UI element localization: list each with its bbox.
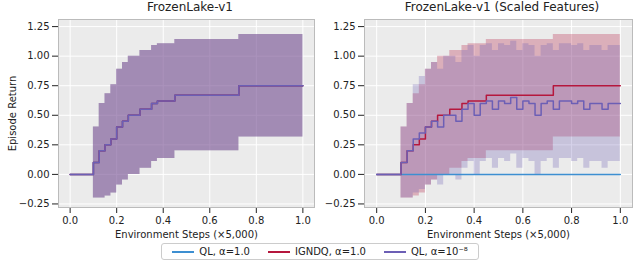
svg-text:0.25: 0.25 — [333, 139, 355, 150]
svg-text:0.4: 0.4 — [466, 215, 482, 226]
svg-text:0.6: 0.6 — [515, 215, 531, 226]
svg-text:0.6: 0.6 — [202, 215, 218, 226]
svg-text:1.00: 1.00 — [333, 50, 355, 61]
svg-text:0.8: 0.8 — [564, 215, 580, 226]
svg-text:0.8: 0.8 — [248, 215, 264, 226]
html-text:QL, α=1.0: QL, α=1.0 — [199, 246, 250, 257]
svg-text:0.75: 0.75 — [333, 80, 355, 91]
svg-text:Episode Return: Episode Return — [7, 76, 18, 152]
html-text:QL, α=10⁻⁸: QL, α=10⁻⁸ — [410, 246, 468, 257]
html-text:IGNDQ, α=1.0: IGNDQ, α=1.0 — [295, 246, 366, 257]
svg-text:−0.25: −0.25 — [19, 198, 50, 209]
svg-text:1.25: 1.25 — [27, 21, 49, 32]
svg-text:0.00: 0.00 — [27, 169, 49, 180]
svg-text:0.50: 0.50 — [333, 109, 355, 120]
svg-text:1.00: 1.00 — [27, 50, 49, 61]
svg-text:Environment Steps (×5,000): Environment Steps (×5,000) — [115, 229, 258, 240]
svg-text:0.0: 0.0 — [62, 215, 78, 226]
svg-text:0.75: 0.75 — [27, 80, 49, 91]
svg-text:−0.25: −0.25 — [325, 198, 356, 209]
svg-text:1.25: 1.25 — [333, 21, 355, 32]
html-text:FrozenLake-v1 (Scaled Features: FrozenLake-v1 (Scaled Features) — [404, 0, 600, 14]
svg-text:0.50: 0.50 — [27, 109, 49, 120]
svg-text:0.4: 0.4 — [155, 215, 171, 226]
svg-text:0.0: 0.0 — [369, 215, 385, 226]
svg-text:1.0: 1.0 — [612, 215, 628, 226]
html-text:FrozenLake-v1: FrozenLake-v1 — [147, 0, 233, 14]
svg-text:0.25: 0.25 — [27, 139, 49, 150]
svg-text:0.2: 0.2 — [109, 215, 125, 226]
svg-text:0.00: 0.00 — [333, 169, 355, 180]
svg-text:Environment Steps (×5,000): Environment Steps (×5,000) — [427, 229, 570, 240]
svg-text:0.2: 0.2 — [417, 215, 433, 226]
svg-text:1.0: 1.0 — [295, 215, 311, 226]
